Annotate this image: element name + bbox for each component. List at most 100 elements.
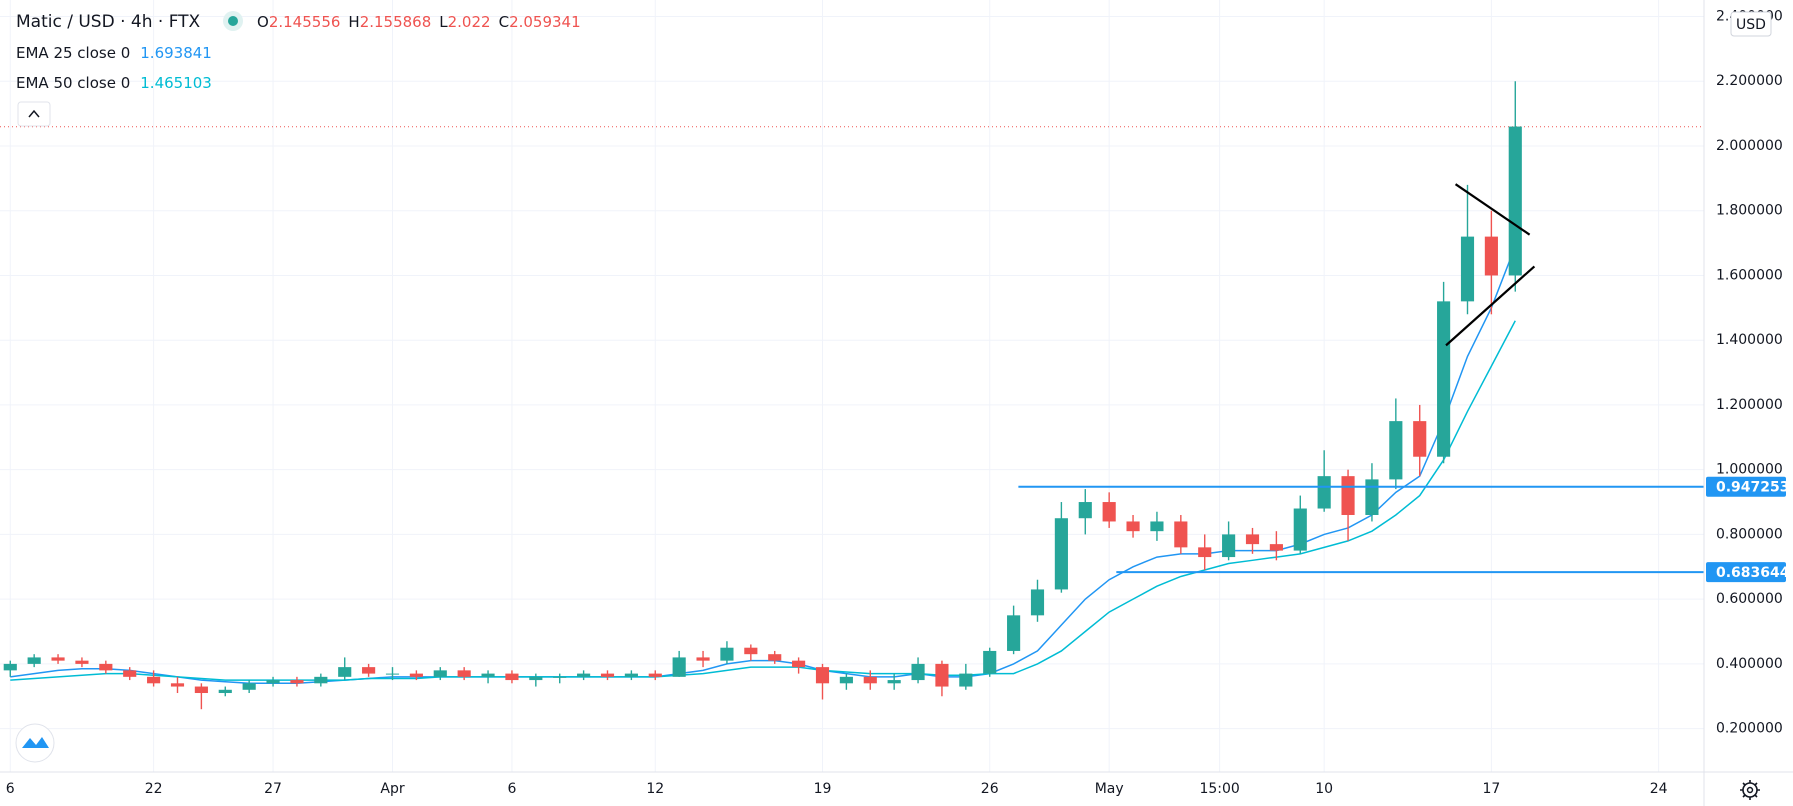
- ohlc-value: 2.022: [447, 13, 491, 31]
- candle-body: [1508, 126, 1522, 276]
- candle-body: [1365, 479, 1379, 515]
- candle-body: [553, 676, 567, 678]
- ohlc-key: H: [348, 13, 360, 31]
- candle-body: [1222, 534, 1236, 558]
- indicator-name: EMA 25 close 0: [16, 44, 131, 62]
- x-tick-label: 6: [6, 781, 15, 797]
- x-tick-label: 19: [814, 781, 832, 797]
- candle-body: [290, 680, 304, 684]
- candle-body: [1054, 518, 1068, 590]
- candle-body: [457, 670, 471, 677]
- candle-body: [1126, 521, 1140, 532]
- x-tick-label: May: [1095, 781, 1124, 797]
- y-tick-label: 1.600000: [1716, 267, 1783, 283]
- candle-body: [1150, 521, 1164, 532]
- ohlc-value: 2.155868: [359, 13, 432, 31]
- y-tick-label: 2.200000: [1716, 73, 1783, 89]
- ohlc-key: L: [439, 13, 448, 31]
- candle-body: [505, 673, 519, 681]
- x-tick-label: 24: [1650, 781, 1668, 797]
- x-tick-label: 17: [1482, 781, 1500, 797]
- candle-body: [983, 650, 997, 674]
- x-tick-label: 22: [145, 781, 163, 797]
- candle-body: [887, 680, 901, 684]
- candle-body: [314, 676, 328, 684]
- y-tick-label: 0.400000: [1716, 656, 1783, 672]
- level-label-box: [1706, 562, 1786, 583]
- x-tick-label: Apr: [380, 781, 404, 797]
- candle-body: [1317, 476, 1331, 509]
- level-label-box: [1706, 476, 1786, 497]
- candle-body: [409, 673, 423, 677]
- y-tick-label: 1.200000: [1716, 397, 1783, 413]
- candle-body: [433, 670, 447, 677]
- candle-body: [1484, 236, 1498, 276]
- candle-body: [863, 676, 877, 684]
- candle-body: [529, 676, 543, 681]
- ohlc-item: H2.155868: [348, 13, 431, 31]
- x-tick-label: 15:00: [1199, 781, 1239, 797]
- settings-button[interactable]: [1740, 780, 1760, 800]
- candle-body: [99, 663, 113, 671]
- candle-body: [935, 663, 949, 687]
- candle-body: [1078, 502, 1092, 519]
- indicator-legend-row: EMA 50 close 0 1.465103: [16, 74, 212, 92]
- symbol-title: Matic / USD · 4h · FTX: [16, 12, 201, 32]
- candle-body: [218, 689, 232, 694]
- x-tick-label: 6: [507, 781, 516, 797]
- candle-body: [1245, 534, 1260, 545]
- candle-body: [75, 660, 89, 664]
- logo-button[interactable]: [15, 723, 55, 763]
- candle-body: [696, 657, 710, 661]
- candle-body: [792, 660, 806, 668]
- candle-body: [51, 657, 65, 661]
- candle-body: [1293, 508, 1307, 551]
- collapse-legend-button[interactable]: [17, 101, 51, 127]
- y-tick-label: 1.000000: [1716, 462, 1783, 478]
- candle-body: [1174, 521, 1188, 548]
- x-tick-label: 27: [264, 781, 282, 797]
- currency-badge: [1730, 11, 1772, 37]
- ohlc-value: 2.145556: [268, 13, 341, 31]
- x-tick-label: 12: [646, 781, 664, 797]
- candle-body: [194, 686, 208, 694]
- candle-body: [385, 673, 400, 675]
- candle-body: [242, 683, 256, 690]
- y-tick-label: 0.800000: [1716, 526, 1783, 542]
- candle-body: [170, 683, 185, 687]
- candle-body: [481, 673, 495, 677]
- ohlc-item: L2.022: [439, 13, 490, 31]
- header: Matic / USD · 4h · FTX O2.145556 H2.15586…: [16, 12, 589, 32]
- candle-body: [815, 667, 830, 684]
- currency-label: USD: [1736, 17, 1766, 33]
- candle-body: [959, 673, 973, 687]
- candle-body: [1198, 547, 1212, 558]
- candle-body: [3, 663, 17, 671]
- indicator-name: EMA 50 close 0: [16, 74, 131, 92]
- candle-body: [147, 676, 161, 684]
- ohlc-key: C: [498, 13, 510, 31]
- indicator-legend-row: EMA 25 close 0 1.693841: [16, 44, 212, 62]
- indicator-value: 1.693841: [140, 44, 212, 62]
- candle-body: [672, 657, 686, 677]
- y-tick-label: 0.200000: [1716, 721, 1783, 737]
- candle-body: [266, 680, 280, 684]
- candle-body: [1341, 476, 1355, 515]
- x-tick-label: 10: [1315, 781, 1333, 797]
- ohlc-item: O2.145556: [257, 13, 340, 31]
- candle-body: [1007, 615, 1021, 651]
- ohlc-key: O: [257, 13, 269, 31]
- ohlc-item: C2.059341: [499, 13, 581, 31]
- ema-line: [10, 246, 1516, 685]
- candle-body: [839, 676, 853, 684]
- candle-body: [911, 663, 925, 681]
- trendline: [1445, 265, 1536, 347]
- candle-body: [123, 670, 137, 677]
- candle-body: [744, 647, 758, 655]
- candle-body: [1460, 236, 1475, 302]
- candle-body: [577, 673, 591, 677]
- y-tick-label: 2.000000: [1716, 138, 1783, 154]
- candle-body: [768, 654, 782, 661]
